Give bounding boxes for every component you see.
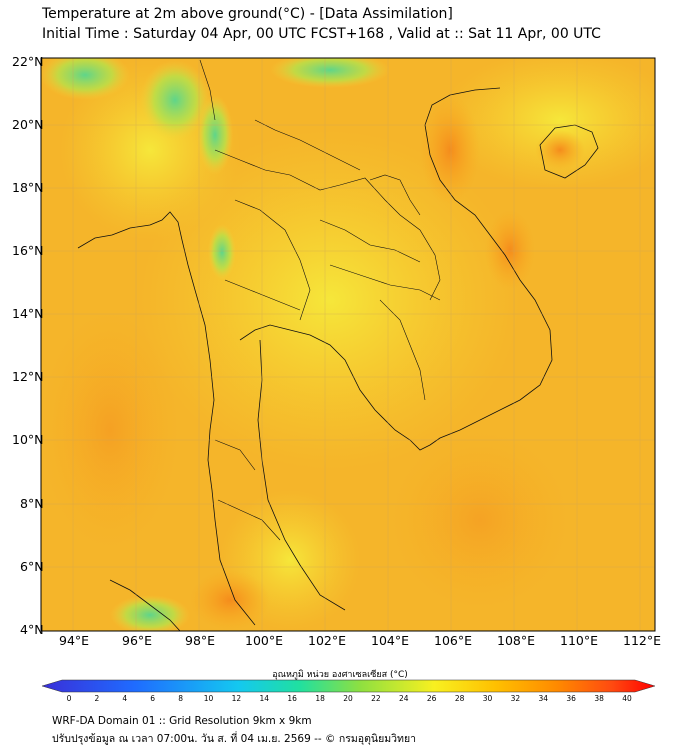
lat-label: 18°N bbox=[12, 180, 44, 195]
colorbar-tick-label: 16 bbox=[287, 694, 297, 703]
colorbar-tick-label: 8 bbox=[178, 694, 183, 703]
colorbar-tick-label: 40 bbox=[622, 694, 632, 703]
lat-label: 4°N bbox=[20, 622, 44, 637]
colorbar-tick-label: 24 bbox=[399, 694, 409, 703]
lon-label: 100°E bbox=[245, 633, 284, 648]
colorbar-tick-label: 22 bbox=[371, 694, 381, 703]
lat-label: 14°N bbox=[12, 306, 44, 321]
colorbar-tick-label: 6 bbox=[150, 694, 156, 703]
province-borders bbox=[199, 59, 441, 541]
lat-label: 16°N bbox=[12, 243, 44, 258]
colorbar-tick-label: 18 bbox=[315, 694, 325, 703]
lat-label: 20°N bbox=[12, 117, 44, 132]
colorbar bbox=[41, 679, 656, 693]
colorbar-tick-label: 4 bbox=[122, 694, 128, 703]
footer-domain-info: WRF-DA Domain 01 :: Grid Resolution 9km … bbox=[52, 715, 312, 727]
lon-label: 106°E bbox=[434, 633, 473, 648]
map-subtitle: Initial Time : Saturday 04 Apr, 00 UTC F… bbox=[42, 26, 601, 42]
colorbar-tick-label: 30 bbox=[482, 694, 493, 703]
colorbar-title: อุณหภูมิ หน่วย องศาเซลเซียส (°C) bbox=[272, 670, 408, 680]
lat-label: 10°N bbox=[12, 432, 44, 447]
footer-update-info: ปรับปรุงข้อมูล ณ เวลา 07:00น. วัน ส. ที่… bbox=[52, 733, 417, 745]
coastline-outlines bbox=[77, 87, 599, 631]
lon-label: 110°E bbox=[560, 633, 599, 648]
colorbar-tick-label: 36 bbox=[566, 694, 576, 703]
map-title: Temperature at 2m above ground(°C) - [Da… bbox=[42, 6, 453, 22]
colorbar-tick-label: 0 bbox=[66, 694, 72, 703]
lon-label: 104°E bbox=[371, 633, 410, 648]
colorbar-tick-label: 10 bbox=[203, 694, 214, 703]
lat-label: 22°N bbox=[12, 54, 44, 69]
lon-label: 108°E bbox=[497, 633, 536, 648]
lat-label: 12°N bbox=[12, 369, 44, 384]
colorbar-tick-label: 28 bbox=[454, 694, 465, 703]
colorbar-tick-label: 2 bbox=[94, 694, 100, 703]
graticule bbox=[41, 58, 655, 631]
lat-label: 8°N bbox=[20, 496, 44, 511]
colorbar-tick-label: 20 bbox=[343, 694, 353, 703]
lon-label: 94°E bbox=[59, 633, 90, 648]
lon-label: 102°E bbox=[308, 633, 347, 648]
lon-label: 98°E bbox=[185, 633, 216, 648]
colorbar-tick-label: 34 bbox=[538, 694, 549, 703]
map-frame bbox=[40, 57, 656, 632]
lon-label: 96°E bbox=[122, 633, 153, 648]
colorbar-tick-label: 32 bbox=[510, 694, 521, 703]
temperature-field bbox=[41, 58, 655, 631]
colorbar-tick-label: 14 bbox=[259, 694, 270, 703]
colorbar-tick-label: 38 bbox=[594, 694, 604, 703]
colorbar-tick-label: 26 bbox=[426, 694, 437, 703]
lon-label: 112°E bbox=[623, 633, 662, 648]
colorbar-tick-label: 12 bbox=[231, 694, 242, 703]
lat-label: 6°N bbox=[20, 559, 44, 574]
